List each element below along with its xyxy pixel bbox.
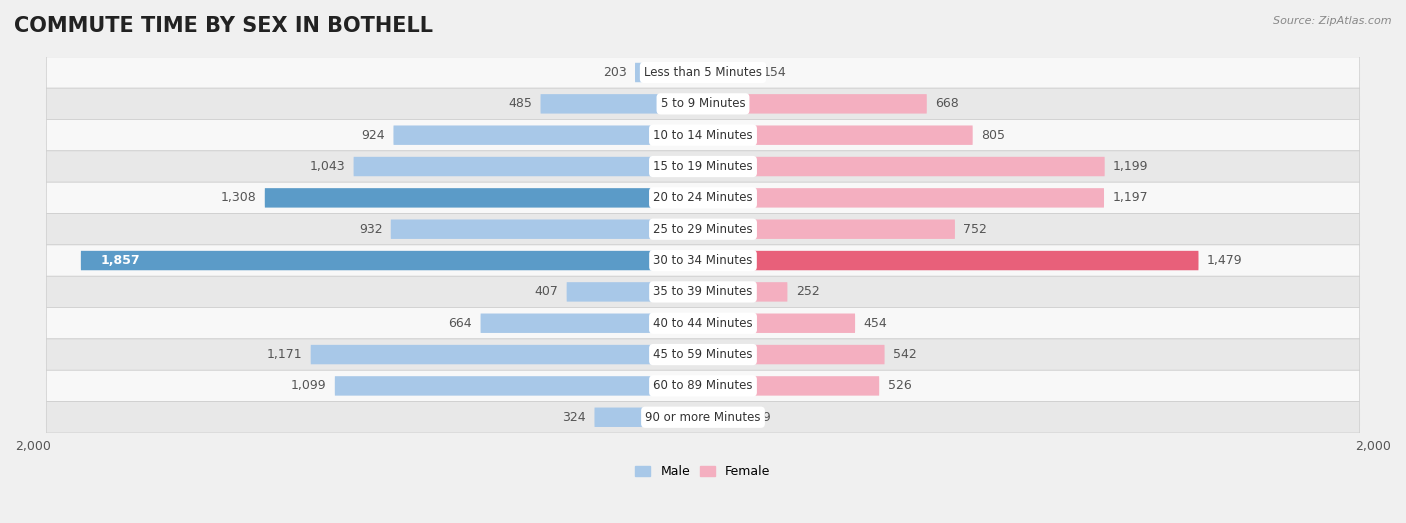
Text: 1,308: 1,308	[221, 191, 256, 204]
Text: 90 or more Minutes: 90 or more Minutes	[645, 411, 761, 424]
FancyBboxPatch shape	[335, 376, 703, 395]
Text: 805: 805	[981, 129, 1005, 142]
FancyBboxPatch shape	[391, 220, 703, 239]
FancyBboxPatch shape	[567, 282, 703, 302]
Text: 454: 454	[863, 317, 887, 329]
Text: 1,479: 1,479	[1206, 254, 1243, 267]
Text: 1,199: 1,199	[1114, 160, 1149, 173]
FancyBboxPatch shape	[82, 251, 703, 270]
Text: 526: 526	[887, 379, 911, 392]
Text: 20 to 24 Minutes: 20 to 24 Minutes	[654, 191, 752, 204]
FancyBboxPatch shape	[703, 407, 740, 427]
Text: 1,857: 1,857	[101, 254, 141, 267]
Text: 252: 252	[796, 286, 820, 299]
Text: 924: 924	[361, 129, 385, 142]
FancyBboxPatch shape	[703, 220, 955, 239]
Text: 485: 485	[508, 97, 531, 110]
FancyBboxPatch shape	[703, 126, 973, 145]
Text: 15 to 19 Minutes: 15 to 19 Minutes	[654, 160, 752, 173]
FancyBboxPatch shape	[540, 94, 703, 113]
Text: COMMUTE TIME BY SEX IN BOTHELL: COMMUTE TIME BY SEX IN BOTHELL	[14, 16, 433, 36]
FancyBboxPatch shape	[46, 120, 1360, 151]
FancyBboxPatch shape	[394, 126, 703, 145]
FancyBboxPatch shape	[703, 345, 884, 365]
Text: 668: 668	[935, 97, 959, 110]
Text: 45 to 59 Minutes: 45 to 59 Minutes	[654, 348, 752, 361]
Text: 203: 203	[603, 66, 627, 79]
Text: 40 to 44 Minutes: 40 to 44 Minutes	[654, 317, 752, 329]
FancyBboxPatch shape	[703, 188, 1104, 208]
Text: 5 to 9 Minutes: 5 to 9 Minutes	[661, 97, 745, 110]
FancyBboxPatch shape	[703, 157, 1105, 176]
Text: 35 to 39 Minutes: 35 to 39 Minutes	[654, 286, 752, 299]
FancyBboxPatch shape	[703, 251, 1198, 270]
FancyBboxPatch shape	[703, 313, 855, 333]
Text: 60 to 89 Minutes: 60 to 89 Minutes	[654, 379, 752, 392]
Text: 324: 324	[562, 411, 586, 424]
FancyBboxPatch shape	[46, 370, 1360, 402]
Text: 109: 109	[748, 411, 772, 424]
Text: Source: ZipAtlas.com: Source: ZipAtlas.com	[1274, 16, 1392, 26]
Text: 30 to 34 Minutes: 30 to 34 Minutes	[654, 254, 752, 267]
Text: 407: 407	[534, 286, 558, 299]
FancyBboxPatch shape	[264, 188, 703, 208]
FancyBboxPatch shape	[46, 57, 1360, 88]
Text: 10 to 14 Minutes: 10 to 14 Minutes	[654, 129, 752, 142]
Text: 154: 154	[763, 66, 787, 79]
FancyBboxPatch shape	[46, 339, 1360, 370]
FancyBboxPatch shape	[703, 282, 787, 302]
FancyBboxPatch shape	[353, 157, 703, 176]
FancyBboxPatch shape	[311, 345, 703, 365]
Text: 932: 932	[359, 223, 382, 236]
Text: 25 to 29 Minutes: 25 to 29 Minutes	[654, 223, 752, 236]
Text: 664: 664	[449, 317, 472, 329]
FancyBboxPatch shape	[46, 245, 1360, 276]
Text: 542: 542	[893, 348, 917, 361]
FancyBboxPatch shape	[46, 182, 1360, 213]
FancyBboxPatch shape	[595, 407, 703, 427]
FancyBboxPatch shape	[46, 402, 1360, 433]
FancyBboxPatch shape	[46, 308, 1360, 339]
Text: Less than 5 Minutes: Less than 5 Minutes	[644, 66, 762, 79]
FancyBboxPatch shape	[46, 213, 1360, 245]
Text: 1,099: 1,099	[291, 379, 326, 392]
Text: 752: 752	[963, 223, 987, 236]
FancyBboxPatch shape	[703, 94, 927, 113]
FancyBboxPatch shape	[481, 313, 703, 333]
Text: 1,197: 1,197	[1112, 191, 1149, 204]
Legend: Male, Female: Male, Female	[630, 460, 776, 483]
FancyBboxPatch shape	[46, 151, 1360, 182]
FancyBboxPatch shape	[46, 276, 1360, 308]
FancyBboxPatch shape	[703, 63, 755, 82]
FancyBboxPatch shape	[46, 88, 1360, 120]
Text: 1,171: 1,171	[267, 348, 302, 361]
Text: 1,043: 1,043	[309, 160, 346, 173]
FancyBboxPatch shape	[636, 63, 703, 82]
FancyBboxPatch shape	[703, 376, 879, 395]
